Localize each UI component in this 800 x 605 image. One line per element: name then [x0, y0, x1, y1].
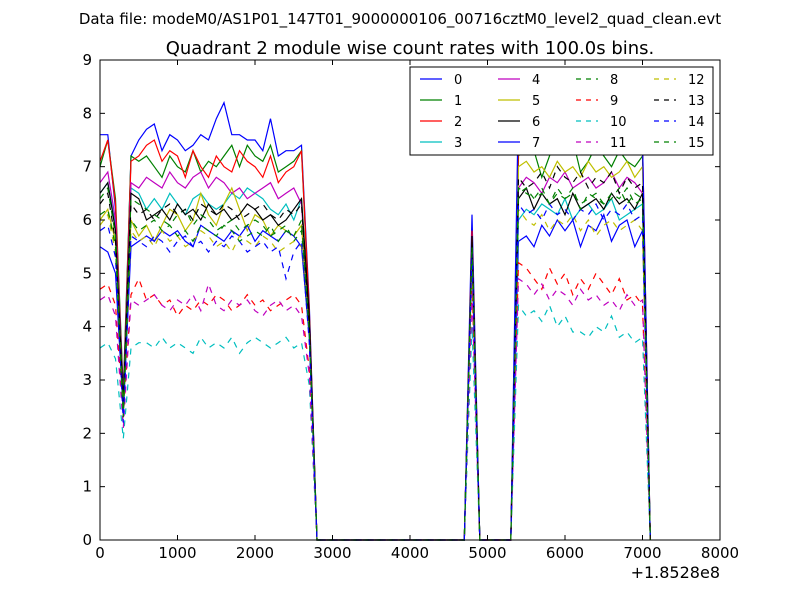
axes: 0 1000 2000 3000 4000 5000 6000 7000 80000123456…	[82, 51, 739, 562]
y-tick-label: 5	[82, 264, 92, 282]
series-line-10	[99, 303, 651, 541]
x-tick-label: 1000	[158, 544, 196, 562]
x-tick-label: 6000	[546, 544, 584, 562]
series-line-11	[99, 277, 651, 541]
series-line-15	[99, 186, 651, 541]
y-tick-label: 0	[82, 531, 92, 549]
legend-label-1: 1	[454, 94, 462, 109]
legend-label-5: 5	[532, 94, 540, 109]
x-tick-label: 0	[95, 544, 105, 562]
y-tick-label: 2	[82, 424, 92, 442]
legend-label-14: 14	[688, 115, 705, 130]
legend-label-3: 3	[454, 136, 462, 151]
series-line-14	[99, 202, 651, 541]
y-tick-label: 1	[82, 478, 92, 496]
legend-label-15: 15	[688, 136, 705, 151]
plot-area	[99, 97, 651, 541]
series-line-9	[99, 261, 651, 541]
x-tick-label: 2000	[236, 544, 274, 562]
legend-label-0: 0	[454, 73, 462, 88]
legend-label-10: 10	[610, 115, 627, 130]
y-tick-label: 3	[82, 371, 92, 389]
x-tick-label: 4000	[391, 544, 429, 562]
legend-label-6: 6	[532, 115, 540, 130]
legend-label-4: 4	[532, 73, 540, 88]
y-tick-label: 8	[82, 104, 92, 122]
legend-label-9: 9	[610, 94, 618, 109]
chart-title: Quadrant 2 module wise count rates with …	[166, 38, 655, 59]
legend-label-12: 12	[688, 73, 705, 88]
legend-label-8: 8	[610, 73, 618, 88]
x-tick-label: 5000	[468, 544, 506, 562]
y-tick-label: 9	[82, 51, 92, 69]
y-tick-label: 6	[82, 211, 92, 229]
series-line-8	[99, 186, 651, 541]
legend-label-7: 7	[532, 136, 540, 151]
y-tick-label: 4	[82, 318, 92, 336]
legend-label-13: 13	[688, 94, 705, 109]
chart-suptitle: Data file: modeM0/AS1P01_147T01_90000001…	[79, 10, 721, 29]
legend-box	[409, 66, 714, 156]
series-line-13	[99, 165, 651, 541]
y-tick-label: 7	[82, 158, 92, 176]
x-tick-label: 7000	[623, 544, 661, 562]
legend-label-11: 11	[610, 136, 627, 151]
x-offset-label: +1.8528e8	[631, 563, 720, 582]
x-tick-label: 3000	[313, 544, 351, 562]
legend-label-2: 2	[454, 115, 462, 130]
x-tick-label: 8000	[701, 544, 739, 562]
